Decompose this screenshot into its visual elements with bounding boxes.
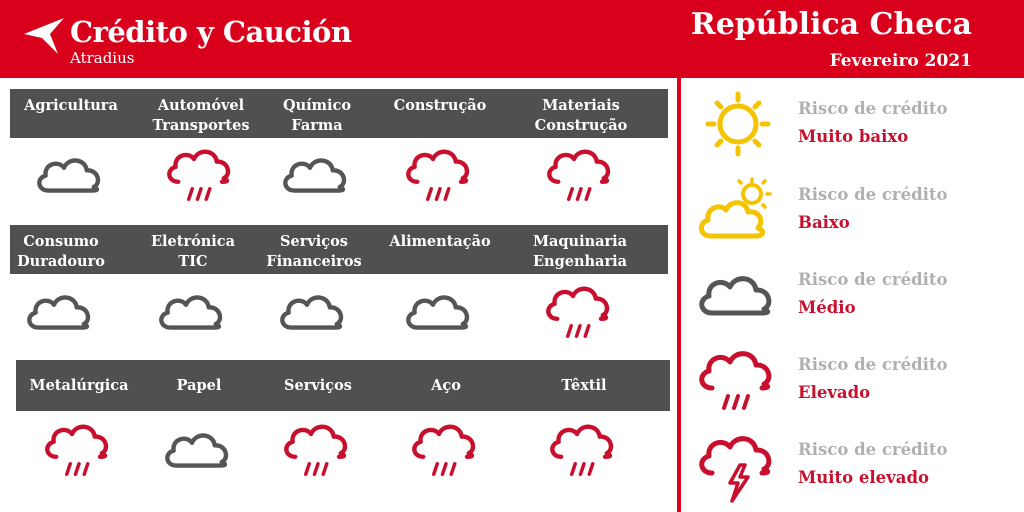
sector-label-line: Aço [431,377,461,394]
cloud-icon [27,295,91,330]
legend-level: Médio [798,298,856,317]
sector-label-line: Metalúrgica [29,377,129,394]
sector-label-line: Têxtil [561,377,607,394]
sector-label: Consumo Duradouro [17,232,105,272]
sector-label: Aço [431,376,461,396]
sector-label-line: Duradouro [17,253,105,270]
legend-row-muito-elevado: Risco de crédito Muito elevado [690,431,1020,511]
sector-label: Metalúrgica [30,376,129,396]
sector-header-bar [16,360,670,411]
sector-label-line: Consumo [23,233,99,250]
sector-label-line: Químico [282,97,352,114]
storm-cloud-icon [699,436,772,503]
sector-label: Maquinaria Engenharia [533,232,627,272]
sector-label-line: Farma [291,117,343,134]
legend-row-baixo: Risco de crédito Baixo [690,176,1020,256]
sector-label: Serviços [284,376,352,396]
cloud-icon [159,295,223,330]
sector-label-line: TIC [178,253,208,270]
atradius-logo-icon [24,18,64,54]
sector-label: Materiais Construção [535,96,628,136]
legend-level: Muito elevado [798,468,929,487]
sun-icon [705,91,771,157]
country-title: República Checa [690,7,972,42]
sector-label-line: Engenharia [533,253,627,270]
sector-label-line: Transportes [152,117,250,134]
legend-row-elevado: Risco de crédito Elevado [690,346,1020,426]
rain-cloud-icon [412,424,476,476]
sector-label: Químico Farma [283,96,351,136]
sector-label-line: Automóvel [157,97,245,114]
sector-label-line: Materiais [542,97,620,114]
rain-cloud-icon [699,351,772,410]
sector-header-bar [10,89,668,138]
legend-title: Risco de crédito [798,440,948,459]
rain-cloud-icon [284,424,348,476]
legend-title: Risco de crédito [798,355,948,374]
cloud-icon [283,158,347,193]
sector-label-line: Construção [393,97,487,114]
legend-row-medio: Risco de crédito Médio [690,261,1020,341]
rain-cloud-icon [167,149,231,201]
legend-row-muito-baixo: Risco de crédito Muito baixo [690,90,1020,170]
brand-name: Crédito y Caución [70,15,352,49]
sector-label: Têxtil [561,376,606,396]
sector-label: Automóvel Transportes [152,96,249,136]
vertical-divider [677,78,681,512]
rain-cloud-icon [547,149,611,201]
sector-label: Alimentação [389,232,490,252]
report-date: Fevereiro 2021 [829,51,972,71]
sector-label: Eletrónica TIC [151,232,235,272]
legend-level: Elevado [798,383,871,402]
cloud-icon [165,433,229,468]
sun-cloud-icon [699,177,772,239]
sector-label: Construção [394,96,487,116]
sector-label-line: Alimentação [389,233,491,250]
legend-level: Baixo [798,213,850,232]
sector-label: Papel [177,376,222,396]
sector-label-line: Papel [176,377,222,394]
sector-label-line: Construção [534,117,628,134]
sector-label-line: Serviços [280,233,348,250]
rain-cloud-icon [546,286,610,338]
sector-label: Agricultura [24,96,118,116]
rain-cloud-icon [550,424,614,476]
rain-cloud-icon [45,424,109,476]
sector-label-line: Financeiros [266,253,362,270]
rain-cloud-icon [406,149,470,201]
legend-level: Muito baixo [798,127,909,146]
cloud-icon [37,158,101,193]
legend-title: Risco de crédito [798,185,948,204]
sector-header-bar [10,225,668,274]
sector-label-line: Eletrónica [150,233,236,250]
sector-label-line: Maquinaria [532,233,628,250]
legend-title: Risco de crédito [798,270,948,289]
cloud-icon [280,295,344,330]
brand-subtitle: Atradius [70,49,135,67]
sector-label-line: Serviços [284,377,352,394]
cloud-icon [406,295,470,330]
header-banner: Crédito y Caución Atradius República Che… [0,0,1024,78]
cloud-icon [699,276,772,316]
sector-label-line: Agricultura [24,97,118,114]
sector-label: Serviços Financeiros [266,232,361,272]
legend-title: Risco de crédito [798,99,948,118]
